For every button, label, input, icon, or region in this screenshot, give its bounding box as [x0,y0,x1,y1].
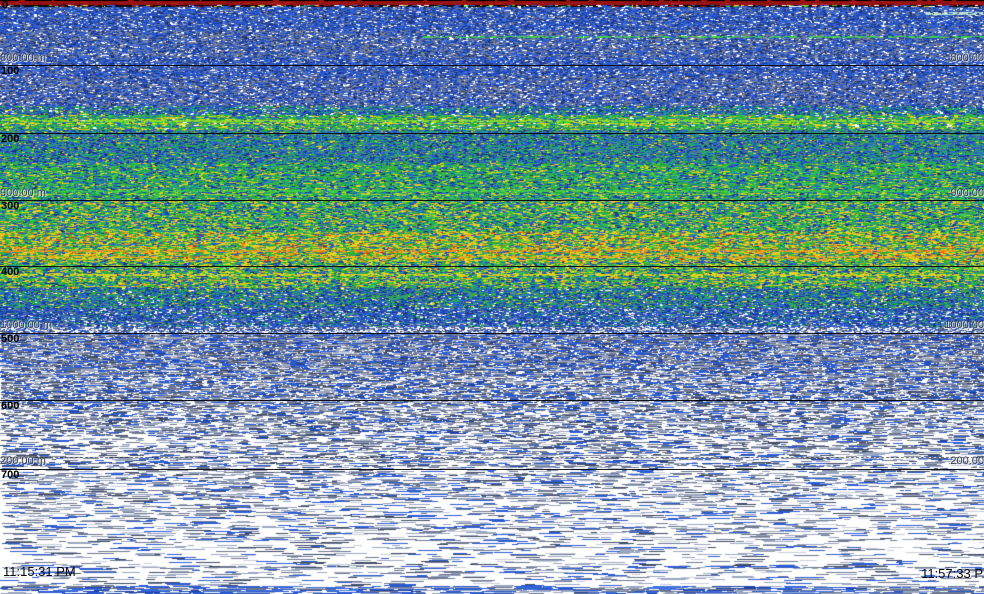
depth-gridline [0,266,984,267]
depth-label-zero: 0 [2,0,9,11]
depth-fine-label-right: 900.00 [950,187,984,199]
depth-label-left: 600 [1,400,20,412]
depth-gridline [0,469,984,470]
depth-label-left: 700 [1,469,20,481]
depth-gridline [0,457,984,458]
depth-gridline [0,400,984,401]
depth-fine-label-left: 900.00 m [0,187,46,199]
time-label-end: 11:57:33 P [921,566,983,581]
depth-label-left: 400 [1,266,20,278]
depth-label-left: 200 [1,133,20,145]
depth-fine-label-right: 800.00 [950,52,984,64]
depth-gridline [0,65,984,66]
depth-gridline [0,333,984,334]
depth-fine-label-right: 200.00 [950,455,984,467]
depth-fine-label-left: 800.00 m [0,52,46,64]
depth-gridline [0,133,984,134]
depth-label-left: 500 [1,333,20,345]
depth-label-left: 100 [1,65,20,77]
depth-gridline [0,200,984,201]
time-label-start: 11:15:31 PM [3,564,76,579]
depth-fine-label-right: 1000.00 [944,319,984,331]
depth-fine-label-left: 1000.00 m [0,319,52,331]
depth-label-left: 300 [1,200,20,212]
depth-fine-label-left: 200.00 m [0,455,46,467]
